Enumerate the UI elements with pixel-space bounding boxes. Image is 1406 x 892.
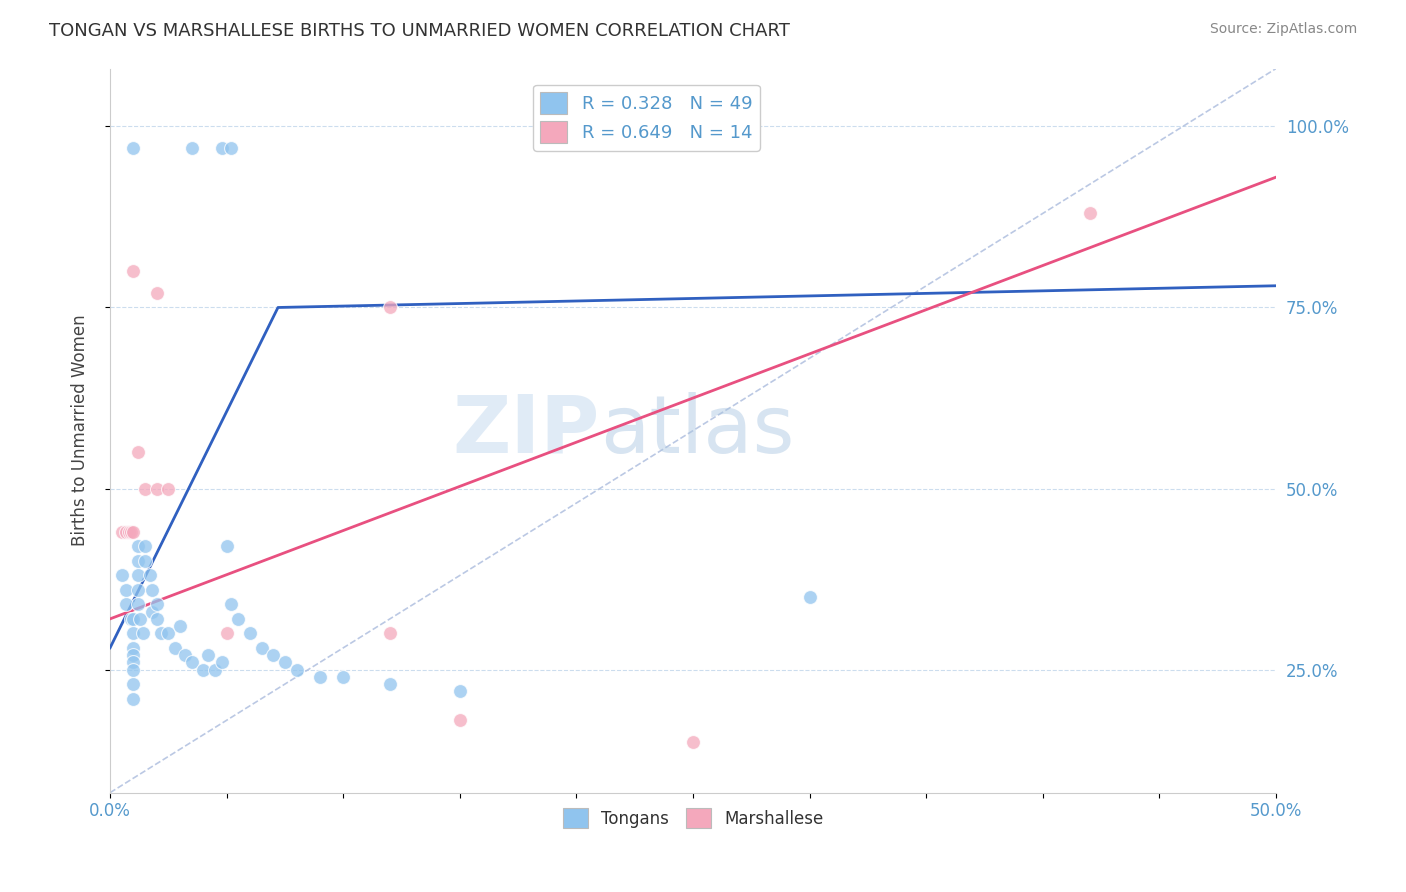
Point bbox=[449, 684, 471, 698]
Text: TONGAN VS MARSHALLESE BIRTHS TO UNMARRIED WOMEN CORRELATION CHART: TONGAN VS MARSHALLESE BIRTHS TO UNMARRIE… bbox=[49, 22, 790, 40]
Point bbox=[221, 598, 243, 612]
Point bbox=[378, 677, 401, 691]
Point bbox=[150, 626, 173, 640]
Point bbox=[309, 670, 332, 684]
Point bbox=[378, 301, 401, 315]
Point bbox=[332, 670, 354, 684]
Point bbox=[180, 141, 202, 155]
Point bbox=[145, 598, 167, 612]
Point bbox=[111, 524, 134, 539]
Point bbox=[122, 640, 145, 655]
Point bbox=[132, 626, 155, 640]
Point bbox=[449, 713, 471, 727]
Point bbox=[221, 141, 243, 155]
Point bbox=[122, 663, 145, 677]
Point bbox=[145, 612, 167, 626]
Point bbox=[134, 540, 156, 554]
Point bbox=[145, 482, 167, 496]
Point bbox=[120, 524, 142, 539]
Point bbox=[122, 648, 145, 662]
Point bbox=[138, 568, 160, 582]
Point bbox=[115, 598, 138, 612]
Point bbox=[111, 568, 134, 582]
Point bbox=[122, 677, 145, 691]
Point bbox=[250, 640, 273, 655]
Point bbox=[157, 482, 180, 496]
Text: ZIP: ZIP bbox=[453, 392, 600, 469]
Point bbox=[141, 605, 163, 619]
Point bbox=[1078, 206, 1101, 220]
Point bbox=[682, 735, 704, 749]
Point bbox=[215, 540, 238, 554]
Point bbox=[127, 554, 149, 568]
Point bbox=[122, 264, 145, 278]
Point bbox=[169, 619, 191, 633]
Point bbox=[197, 648, 219, 662]
Point bbox=[127, 582, 149, 597]
Point bbox=[127, 568, 149, 582]
Point bbox=[134, 554, 156, 568]
Point bbox=[127, 598, 149, 612]
Point bbox=[129, 612, 152, 626]
Point bbox=[122, 626, 145, 640]
Point bbox=[127, 445, 149, 459]
Point bbox=[122, 656, 145, 670]
Point bbox=[285, 663, 308, 677]
Point bbox=[122, 524, 145, 539]
Point bbox=[262, 648, 284, 662]
Point bbox=[239, 626, 262, 640]
Point bbox=[211, 141, 233, 155]
Legend: Tongans, Marshallese: Tongans, Marshallese bbox=[557, 801, 830, 835]
Point bbox=[145, 285, 167, 300]
Point bbox=[180, 656, 202, 670]
Point bbox=[193, 663, 215, 677]
Point bbox=[115, 524, 138, 539]
Point bbox=[127, 540, 149, 554]
Text: Source: ZipAtlas.com: Source: ZipAtlas.com bbox=[1209, 22, 1357, 37]
Point bbox=[378, 626, 401, 640]
Point bbox=[799, 590, 821, 604]
Point bbox=[228, 612, 250, 626]
Point bbox=[120, 612, 142, 626]
Point bbox=[157, 626, 180, 640]
Point bbox=[118, 524, 141, 539]
Text: atlas: atlas bbox=[600, 392, 794, 469]
Point bbox=[215, 626, 238, 640]
Point bbox=[211, 656, 233, 670]
Point bbox=[173, 648, 195, 662]
Point bbox=[141, 582, 163, 597]
Y-axis label: Births to Unmarried Women: Births to Unmarried Women bbox=[72, 315, 89, 547]
Point bbox=[204, 663, 226, 677]
Point bbox=[165, 640, 187, 655]
Point bbox=[122, 691, 145, 706]
Point bbox=[274, 656, 297, 670]
Point bbox=[122, 612, 145, 626]
Point bbox=[115, 582, 138, 597]
Point bbox=[122, 141, 145, 155]
Point bbox=[134, 482, 156, 496]
